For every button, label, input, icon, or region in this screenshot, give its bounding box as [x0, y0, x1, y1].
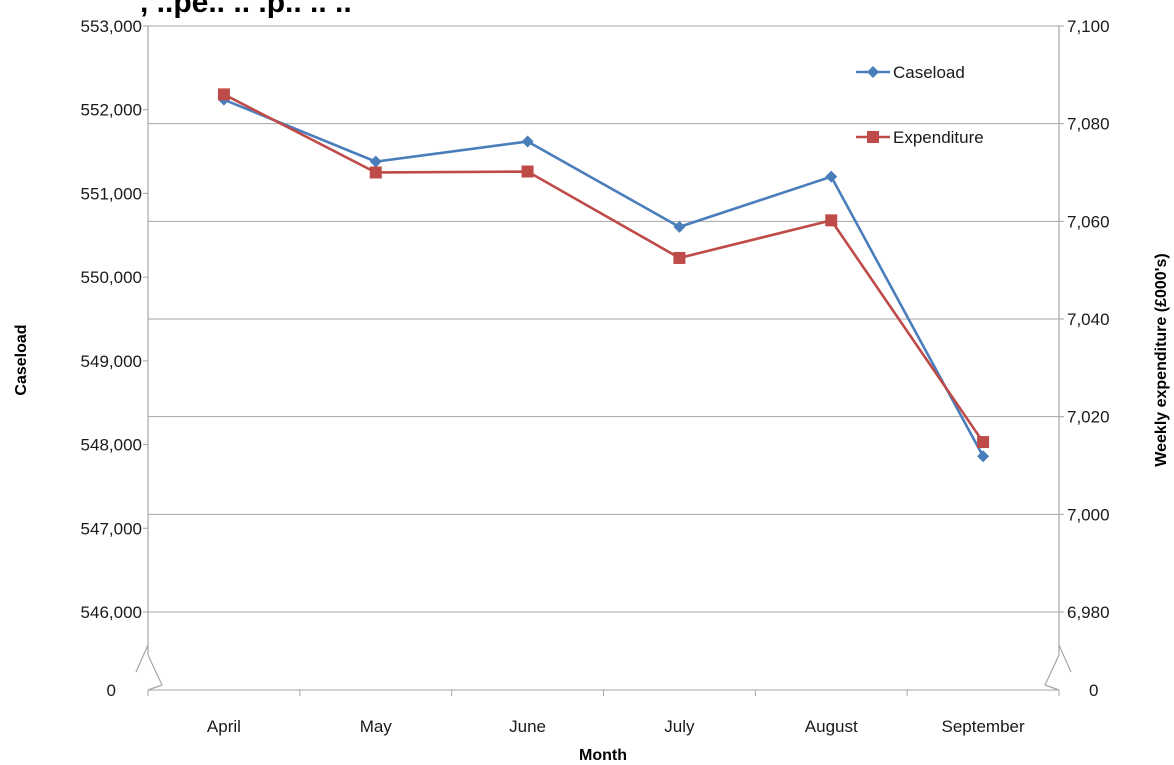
x-tick-label: June: [509, 717, 546, 736]
data-point: [977, 436, 990, 449]
left-tick-label: 552,000: [81, 101, 142, 120]
right-tick-label: 7,080: [1067, 115, 1110, 134]
data-point: [369, 155, 382, 168]
x-tick-label: April: [207, 717, 241, 736]
left-axis: [135, 26, 163, 691]
legend-item-caseload: Caseload: [856, 63, 965, 82]
x-axis-title: Month: [579, 747, 627, 764]
legend-label: Caseload: [893, 63, 965, 82]
right-tick-label: 7,000: [1067, 505, 1110, 524]
left-axis-ticks: 546,000 547,000 548,000 549,000 550,000 551,0…: [81, 17, 148, 700]
x-tick-label: May: [360, 717, 393, 736]
left-tick-label: 548,000: [81, 436, 142, 455]
series-line: [223, 98, 985, 457]
right-tick-label: 7,100: [1067, 17, 1110, 36]
right-axis: [1044, 26, 1072, 691]
x-tick-label: September: [941, 717, 1024, 736]
x-tick-label: August: [805, 717, 858, 736]
series-caseload: [217, 93, 990, 463]
data-point: [977, 450, 990, 463]
legend-label: Expenditure: [893, 128, 984, 147]
legend-marker: [867, 66, 879, 78]
x-tick-label: July: [664, 717, 695, 736]
x-axis-ticks: April May June July August September: [147, 690, 1060, 736]
right-axis-title: Weekly expenditure (£000's): [1153, 253, 1170, 466]
left-tick-label: 551,000: [81, 184, 142, 203]
axis-break-slash: [135, 644, 149, 673]
left-tick-label: 547,000: [81, 519, 142, 538]
axes: [135, 26, 1072, 691]
right-tick-label: 7,020: [1067, 408, 1110, 427]
left-zero-label: 0: [107, 681, 116, 700]
left-tick-label: 546,000: [81, 603, 142, 622]
legend: Caseload Expenditure: [856, 63, 984, 147]
left-axis-title: Caseload: [13, 324, 30, 395]
right-zero-label: 0: [1089, 681, 1098, 700]
right-axis-ticks: 6,980 7,000 7,020 7,040 7,060 7,080 7,100 0: [1059, 17, 1110, 700]
chart-title-fragment: , ..pe.. .. .p.. .. ..: [140, 0, 352, 19]
data-point: [673, 251, 686, 264]
legend-marker: [867, 131, 879, 143]
legend-item-expenditure: Expenditure: [856, 128, 984, 147]
series-line: [223, 93, 985, 443]
left-tick-label: 549,000: [81, 352, 142, 371]
data-point: [521, 165, 534, 178]
series-expenditure: [217, 88, 990, 449]
right-tick-label: 7,060: [1067, 212, 1110, 231]
axis-break-slash: [1058, 644, 1072, 673]
data-point: [217, 88, 230, 101]
gridlines: [148, 25, 1059, 691]
right-tick-label: 6,980: [1067, 603, 1110, 622]
left-tick-label: 553,000: [81, 17, 142, 36]
axis-break-mark: [147, 654, 163, 691]
data-point: [825, 170, 838, 183]
left-tick-label: 550,000: [81, 268, 142, 287]
series-layer: [217, 88, 990, 463]
data-point: [521, 135, 534, 148]
axis-break-mark: [1044, 654, 1060, 691]
data-point: [369, 166, 382, 179]
right-tick-label: 7,040: [1067, 310, 1110, 329]
data-point: [825, 214, 838, 227]
data-point: [673, 220, 686, 233]
